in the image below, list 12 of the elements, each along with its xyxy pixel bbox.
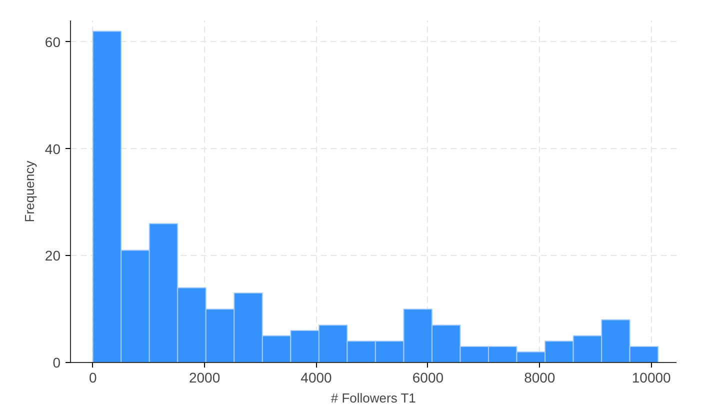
x-tick-label: 0 [88, 370, 97, 386]
x-tick-label: 4000 [300, 370, 332, 386]
y-tick-label: 20 [44, 248, 61, 264]
x-tick-label: 6000 [412, 370, 444, 386]
x-tick-label: 10000 [632, 370, 672, 386]
y-tick-label: 60 [44, 34, 61, 50]
x-tick-label: 8000 [524, 370, 556, 386]
x-tick-label: 2000 [188, 370, 220, 386]
y-tick-label: 40 [44, 140, 61, 157]
y-tick-label: 0 [52, 354, 61, 370]
x-axis-title: # Followers T1 [330, 390, 416, 406]
y-axis-title: Frequency [22, 160, 37, 222]
